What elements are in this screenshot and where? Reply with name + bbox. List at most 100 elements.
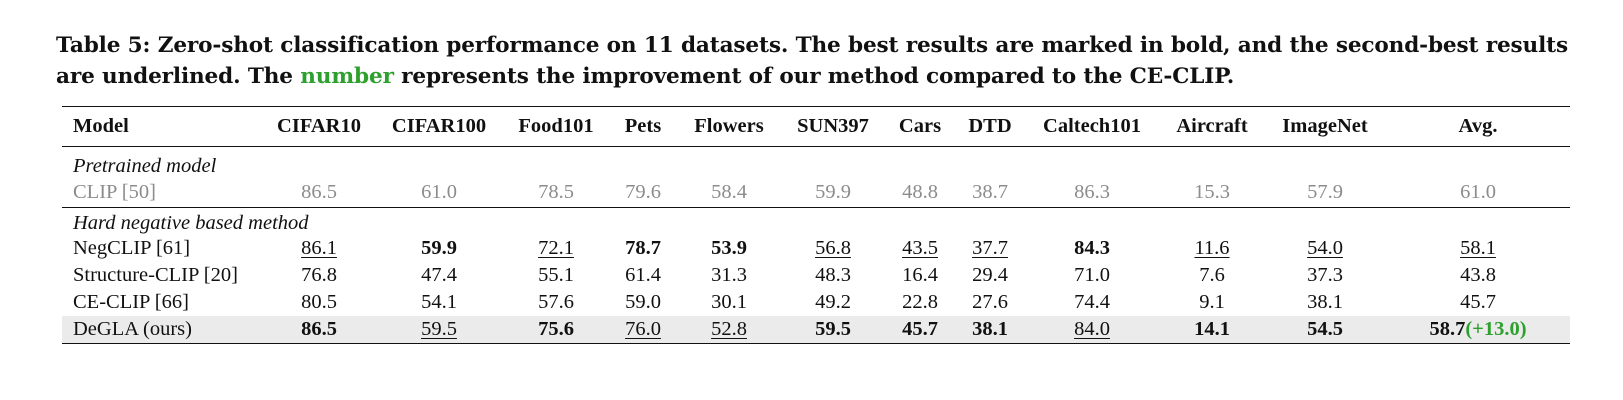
model-name: CLIP [50] xyxy=(73,181,156,203)
cell-cifar100: 61.0 xyxy=(421,181,457,203)
cell-sun397: 56.8 xyxy=(782,235,884,262)
cell-value: 38.1 xyxy=(972,318,1008,340)
cell-value: 59.5 xyxy=(815,318,851,340)
model-name: CE-CLIP [66] xyxy=(73,291,189,313)
col-header-aircraft: Aircraft xyxy=(1176,115,1248,137)
col-header-imagenet: ImageNet xyxy=(1282,115,1368,137)
cell-dtd: 37.7 xyxy=(956,235,1024,262)
cell-value: 11.6 xyxy=(1194,237,1230,259)
cell-food101: 72.1 xyxy=(502,235,610,262)
cell-avg: 43.8 xyxy=(1460,264,1496,286)
cell-aircraft: 7.6 xyxy=(1199,264,1225,286)
col-header-model: Model xyxy=(73,115,129,137)
cell-avg: 45.7 xyxy=(1460,291,1496,313)
cell-value: 52.8 xyxy=(711,318,747,340)
cell-food101: 75.6 xyxy=(502,316,610,344)
cell-caltech101: 86.3 xyxy=(1074,181,1110,203)
cell-dtd: 29.4 xyxy=(972,264,1008,286)
col-header-dtd: DTD xyxy=(968,115,1012,137)
table-row-clip: CLIP [50] 86.5 61.0 78.5 79.6 58.4 59.9 … xyxy=(62,178,1570,208)
group-row-hard-negative: Hard negative based method xyxy=(62,208,1570,236)
cell-sun397: 49.2 xyxy=(815,291,851,313)
cell-imagenet: 54.5 xyxy=(1264,316,1386,344)
cell-sun397: 59.9 xyxy=(815,181,851,203)
cell-value: 78.7 xyxy=(625,237,661,259)
col-header-caltech101: Caltech101 xyxy=(1043,115,1141,137)
cell-sun397: 48.3 xyxy=(815,264,851,286)
table-row-negclip: NegCLIP [61] 86.1 59.9 72.1 78.7 53.9 56… xyxy=(62,235,1570,262)
cell-flowers: 53.9 xyxy=(676,235,782,262)
col-header-cifar100: CIFAR100 xyxy=(391,115,487,137)
col-header-sun397: SUN397 xyxy=(797,115,869,137)
cell-imagenet: 57.9 xyxy=(1307,181,1343,203)
cell-value: 58.7 xyxy=(1429,318,1466,340)
cell-cifar100: 54.1 xyxy=(421,291,457,313)
cell-value: 86.5 xyxy=(301,318,337,340)
cell-cifar10: 80.5 xyxy=(301,291,337,313)
table-row-ce-clip: CE-CLIP [66] 80.5 54.1 57.6 59.0 30.1 49… xyxy=(62,289,1570,316)
cell-caltech101: 74.4 xyxy=(1074,291,1110,313)
cell-pets: 61.4 xyxy=(625,264,661,286)
cell-cars: 22.8 xyxy=(902,291,938,313)
cell-flowers: 30.1 xyxy=(711,291,747,313)
cell-cars: 16.4 xyxy=(902,264,938,286)
cell-imagenet: 54.0 xyxy=(1264,235,1386,262)
cell-cifar10: 86.5 xyxy=(301,181,337,203)
results-table: Model CIFAR10 CIFAR100 Food101 Pets Flow… xyxy=(62,106,1570,344)
cell-caltech101: 71.0 xyxy=(1074,264,1110,286)
avg-gain: (+13.0) xyxy=(1465,318,1527,340)
cell-pets: 59.0 xyxy=(625,291,661,313)
cell-value: 56.8 xyxy=(815,237,851,259)
caption-text-start: Table 5: Zero-shot classification perfor… xyxy=(56,33,1568,89)
cell-value: 45.7 xyxy=(902,318,938,340)
cell-value: 53.9 xyxy=(711,237,747,259)
cell-value: 58.1 xyxy=(1460,237,1496,259)
cell-avg: 61.0 xyxy=(1460,181,1496,203)
model-name: Structure-CLIP [20] xyxy=(73,264,238,286)
col-header-cifar10: CIFAR10 xyxy=(277,115,361,137)
cell-caltech101: 84.3 xyxy=(1024,235,1160,262)
cell-cars: 43.5 xyxy=(884,235,956,262)
cell-value: 72.1 xyxy=(538,237,574,259)
col-header-flowers: Flowers xyxy=(694,115,764,137)
cell-avg: 58.1 xyxy=(1386,235,1570,262)
cell-imagenet: 37.3 xyxy=(1307,264,1343,286)
cell-flowers: 31.3 xyxy=(711,264,747,286)
col-header-avg: Avg. xyxy=(1458,115,1498,137)
cell-flowers: 52.8 xyxy=(676,316,782,344)
cell-dtd: 27.6 xyxy=(972,291,1008,313)
cell-cifar10: 86.1 xyxy=(262,235,376,262)
cell-value: 54.5 xyxy=(1307,318,1343,340)
cell-food101: 57.6 xyxy=(538,291,574,313)
cell-aircraft: 9.1 xyxy=(1199,291,1225,313)
cell-value: 75.6 xyxy=(538,318,574,340)
cell-dtd: 38.1 xyxy=(956,316,1024,344)
cell-value: 54.0 xyxy=(1307,237,1343,259)
cell-sun397: 59.5 xyxy=(782,316,884,344)
cell-value: 14.1 xyxy=(1194,318,1230,340)
cell-aircraft: 15.3 xyxy=(1194,181,1230,203)
group-row-pretrained: Pretrained model xyxy=(62,147,1570,179)
col-header-cars: Cars xyxy=(898,115,942,137)
cell-pets: 79.6 xyxy=(625,181,661,203)
cell-food101: 78.5 xyxy=(538,181,574,203)
group-label: Pretrained model xyxy=(73,155,217,177)
cell-cars: 48.8 xyxy=(902,181,938,203)
cell-value: 84.0 xyxy=(1074,318,1110,340)
table-caption: Table 5: Zero-shot classification perfor… xyxy=(56,30,1576,92)
cell-aircraft: 11.6 xyxy=(1160,235,1264,262)
cell-cifar10: 86.5 xyxy=(262,316,376,344)
col-header-food101: Food101 xyxy=(518,115,594,137)
cell-imagenet: 38.1 xyxy=(1307,291,1343,313)
col-header-pets: Pets xyxy=(624,115,662,137)
header-row: Model CIFAR10 CIFAR100 Food101 Pets Flow… xyxy=(62,106,1570,147)
cell-pets: 76.0 xyxy=(610,316,676,344)
cell-flowers: 58.4 xyxy=(711,181,747,203)
table-row-degla: DeGLA (ours) 86.5 59.5 75.6 76.0 52.8 59… xyxy=(62,316,1570,344)
group-label: Hard negative based method xyxy=(73,212,309,234)
cell-value: 59.5 xyxy=(421,318,457,340)
cell-cars: 45.7 xyxy=(884,316,956,344)
cell-value: 37.7 xyxy=(972,237,1008,259)
cell-value: 86.1 xyxy=(301,237,337,259)
cell-cifar100: 59.5 xyxy=(376,316,502,344)
